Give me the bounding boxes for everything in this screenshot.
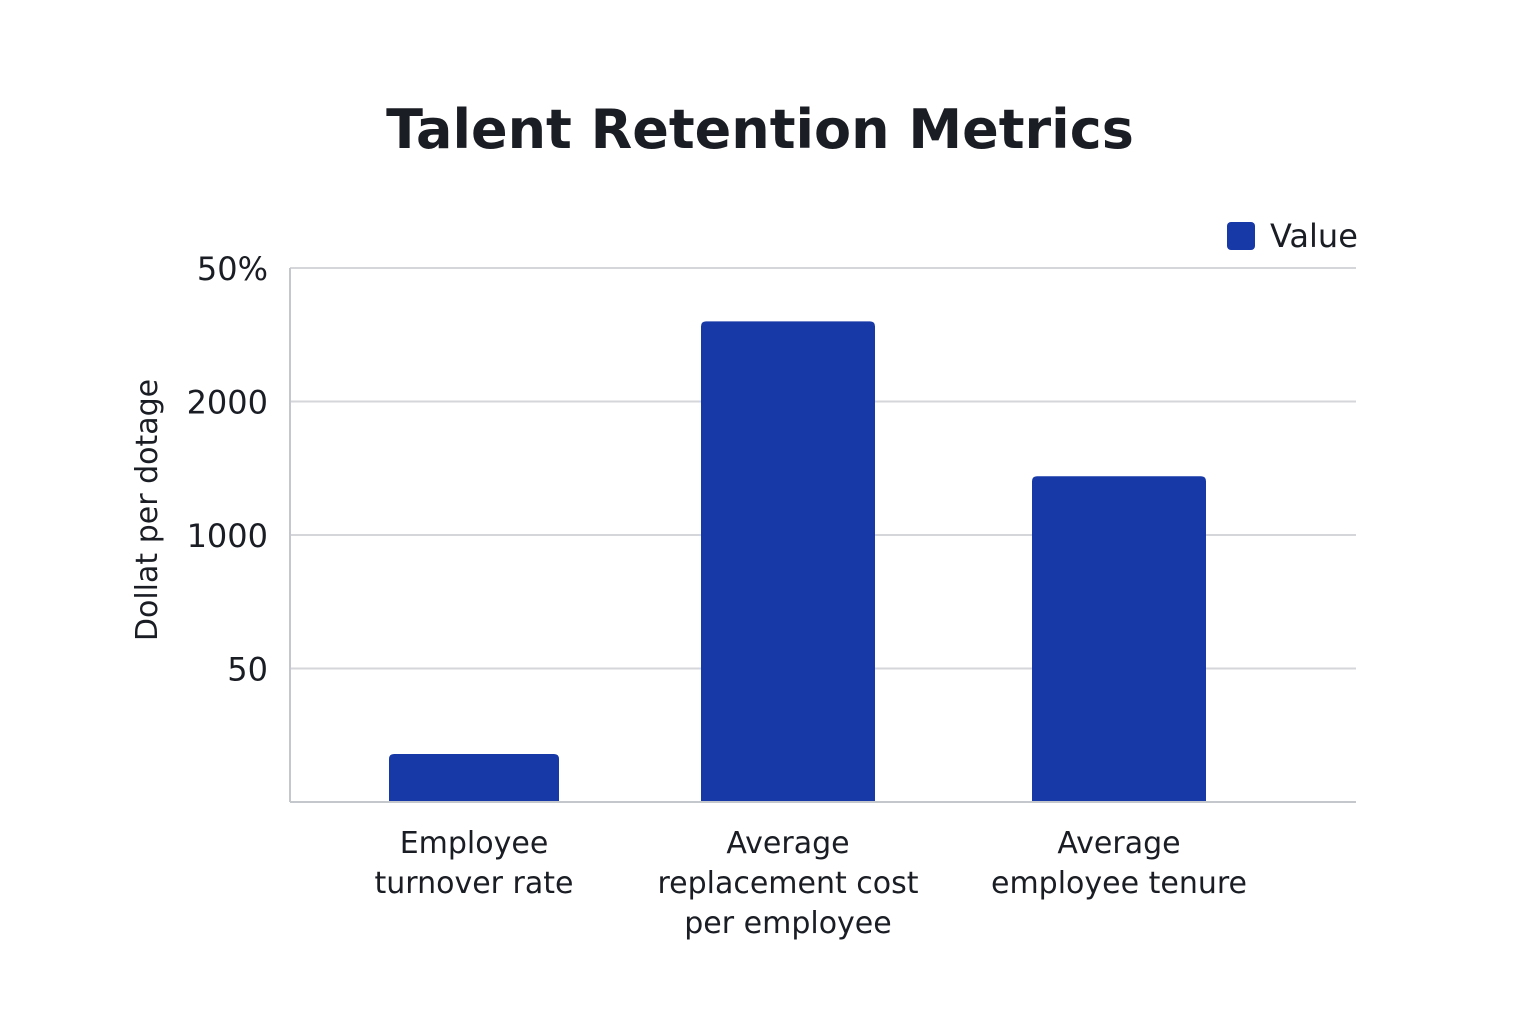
legend-swatch (1227, 222, 1255, 250)
category-labels: Employee turnover rate Average replacement … (375, 826, 1247, 941)
y-tick-label: 2000 (187, 384, 268, 422)
chart-title: Talent Retention Metrics (386, 98, 1134, 161)
y-tick-label: 1000 (187, 517, 268, 555)
bar (701, 321, 875, 802)
y-tick-label: 50 (227, 651, 268, 689)
category-label-line: Average (726, 826, 849, 861)
y-tick-labels: 50% 2000 1000 50 (187, 250, 268, 689)
category-label: Employee turnover rate (375, 826, 574, 901)
axes (289, 268, 1356, 803)
category-label-line: turnover rate (375, 866, 574, 901)
category-label-line: Average (1057, 826, 1180, 861)
category-label: Average replacement cost per employee (657, 826, 918, 941)
legend: Value (1227, 217, 1358, 255)
category-label-line: employee tenure (991, 866, 1247, 901)
category-label: Average employee tenure (991, 826, 1247, 901)
y-axis-label: Dollat per dotage (130, 379, 165, 641)
bars (389, 321, 1206, 802)
y-tick-label: 50% (197, 250, 268, 288)
legend-label: Value (1270, 217, 1358, 255)
category-label-line: replacement cost (657, 866, 918, 901)
bar (1032, 476, 1206, 802)
category-label-line: Employee (400, 826, 549, 861)
bar (389, 753, 559, 802)
category-label-line: per employee (684, 906, 891, 941)
